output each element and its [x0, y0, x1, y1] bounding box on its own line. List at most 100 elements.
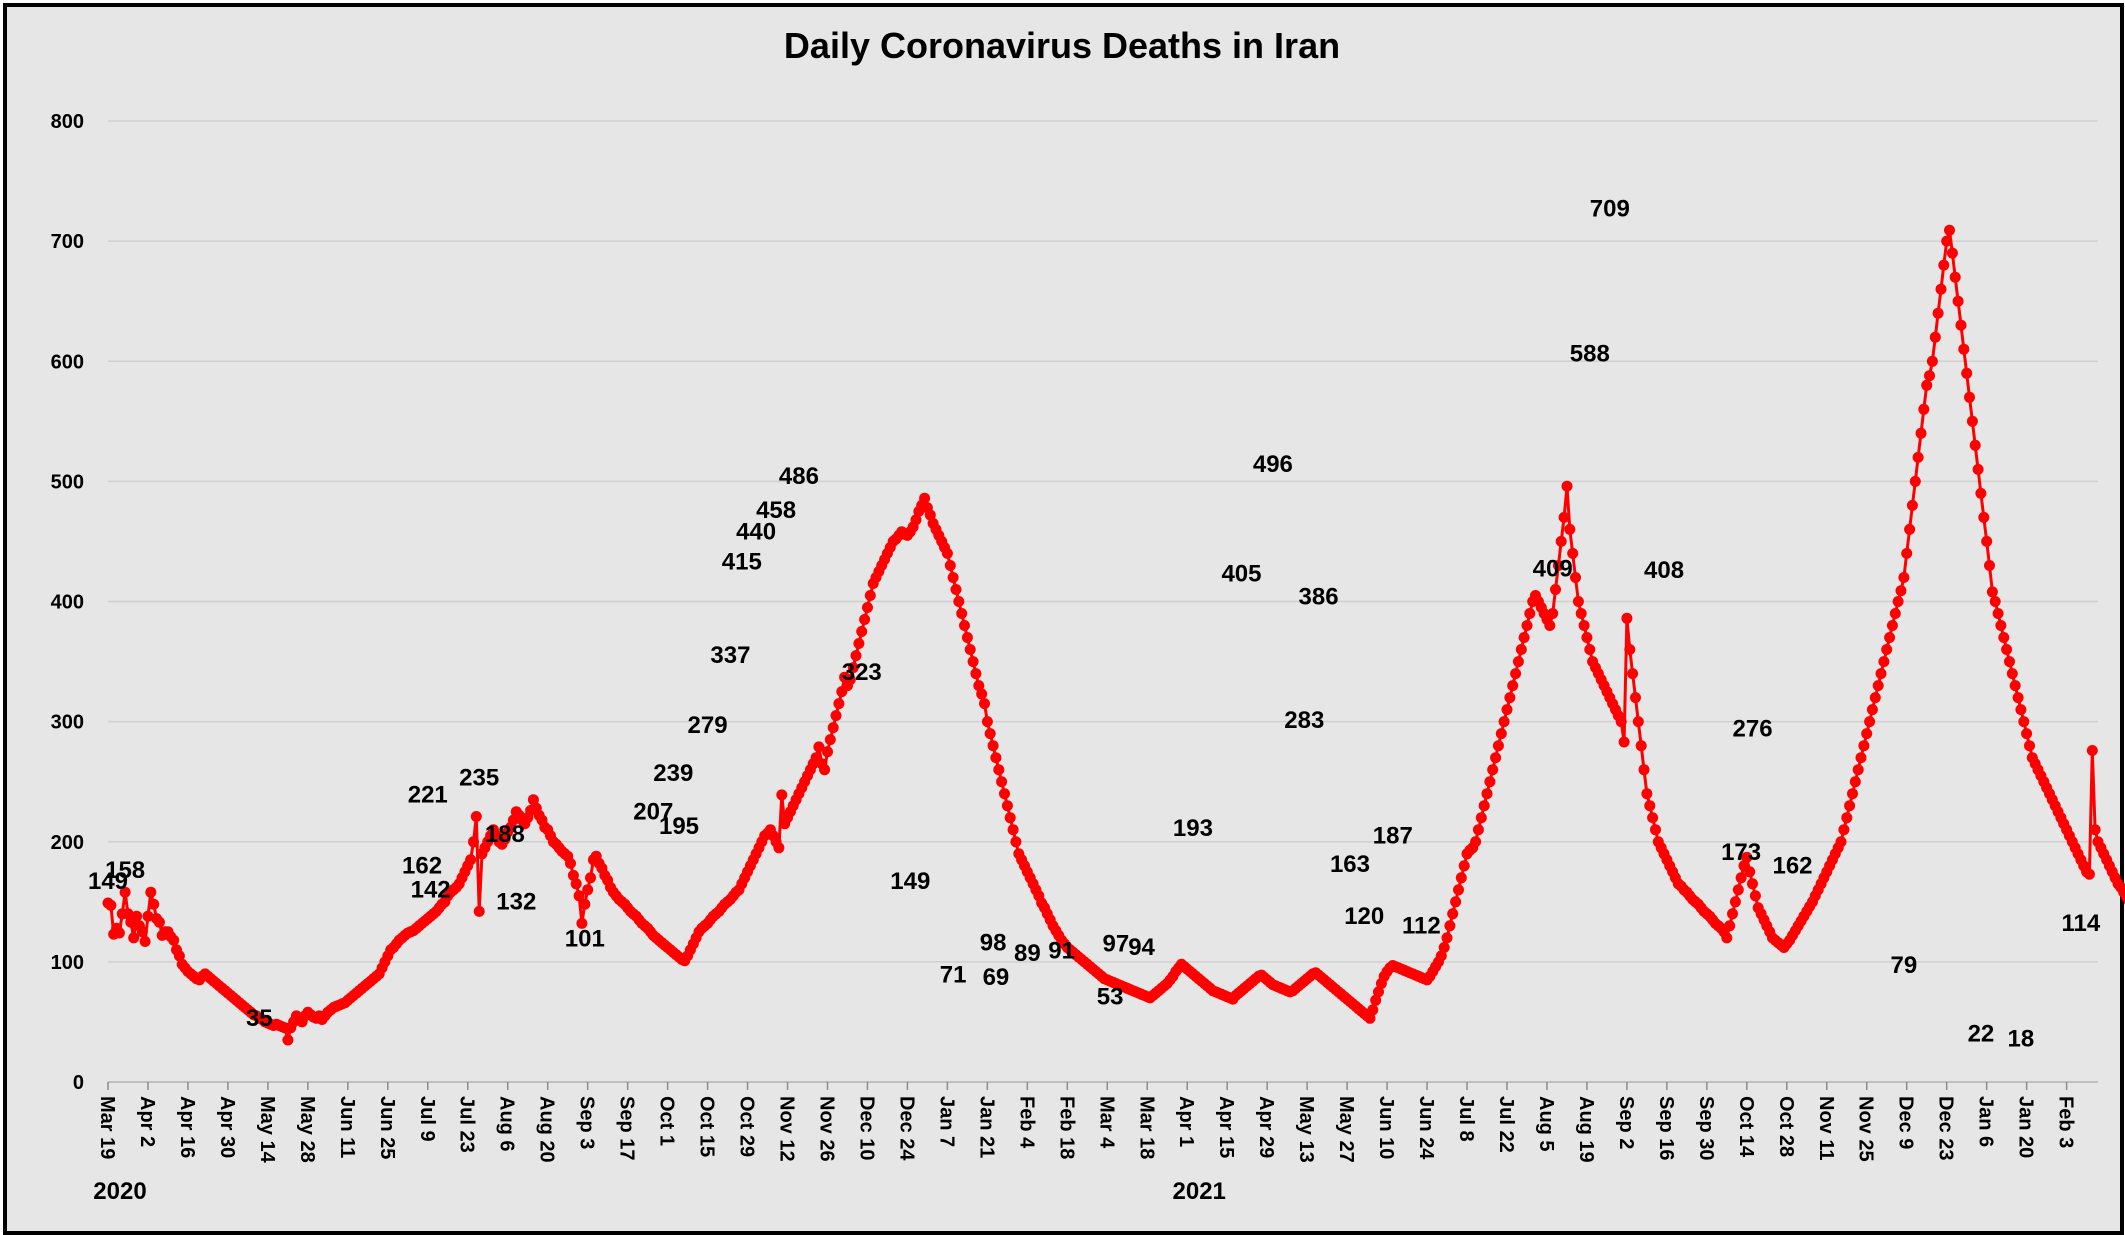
- x-tick-label: Nov 12: [776, 1096, 798, 1162]
- data-point: [1749, 890, 1761, 902]
- data-point: [1732, 884, 1744, 896]
- x-tick-label: May 13: [1295, 1096, 1317, 1163]
- data-label: 415: [722, 548, 762, 575]
- x-tick-label: Sep 17: [616, 1096, 638, 1160]
- data-label: 71: [940, 962, 967, 989]
- data-point: [1935, 283, 1947, 295]
- data-label: 132: [496, 888, 536, 915]
- data-label: 91: [1048, 938, 1075, 965]
- data-point: [1849, 776, 1861, 788]
- data-point: [1567, 547, 1579, 559]
- y-tick-label: 400: [51, 592, 84, 614]
- data-point: [1621, 612, 1633, 624]
- x-tick-label: Apr 30: [216, 1096, 238, 1158]
- data-label: 18: [2008, 1025, 2035, 1052]
- data-point: [1969, 439, 1981, 451]
- data-point: [1507, 680, 1519, 692]
- data-point: [573, 890, 585, 902]
- x-tick-label: Apr 29: [1255, 1096, 1277, 1158]
- data-point: [105, 899, 117, 911]
- data-point: [1555, 535, 1567, 547]
- data-point: [979, 698, 990, 710]
- data-point: [2004, 656, 2015, 668]
- data-point: [1550, 584, 1561, 595]
- x-tick-label: Jun 11: [336, 1096, 358, 1158]
- data-point: [468, 836, 479, 848]
- data-point: [585, 872, 596, 884]
- data-point: [953, 596, 965, 607]
- data-label: 22: [1968, 1021, 1995, 1048]
- data-point: [956, 608, 968, 619]
- data-point: [1635, 740, 1647, 752]
- x-tick-label: May 28: [296, 1096, 318, 1163]
- data-point: [924, 509, 936, 521]
- data-point: [833, 698, 845, 710]
- year-label: 2021: [1173, 1178, 1226, 1205]
- data-point: [2018, 716, 2030, 728]
- data-label: 163: [1330, 851, 1370, 878]
- data-label: 458: [756, 497, 796, 524]
- data-point: [1447, 908, 1459, 920]
- data-point: [1470, 836, 1482, 848]
- data-label: 409: [1533, 556, 1573, 583]
- data-label: 187: [1373, 822, 1413, 849]
- data-point: [773, 842, 785, 854]
- data-point: [1912, 451, 1924, 463]
- x-tick-label: Sep 2: [1615, 1096, 1637, 1149]
- data-point: [1510, 668, 1522, 680]
- data-point: [1961, 367, 1973, 379]
- x-tick-label: Sep 3: [576, 1096, 598, 1149]
- data-point: [1741, 851, 1753, 863]
- data-label: 69: [983, 964, 1010, 991]
- data-point: [1484, 776, 1496, 788]
- data-point: [1581, 632, 1593, 643]
- data-point: [2086, 745, 2098, 756]
- data-point: [1884, 632, 1896, 643]
- data-point: [153, 916, 165, 928]
- data-label: 193: [1173, 815, 1213, 842]
- gridlines: [108, 120, 2098, 1083]
- data-point: [1932, 307, 1944, 319]
- data-point: [1926, 355, 1938, 367]
- x-tick-label: Nov 11: [1815, 1096, 1837, 1160]
- data-point: [1929, 331, 1941, 343]
- data-point: [1852, 764, 1864, 776]
- data-point: [1524, 608, 1536, 619]
- data-point: [1504, 692, 1516, 704]
- data-label: 35: [246, 1005, 273, 1032]
- data-point: [1630, 692, 1641, 704]
- x-tick-label: May 14: [256, 1096, 278, 1164]
- data-point: [2001, 644, 2013, 655]
- data-point: [1492, 740, 1504, 752]
- data-label: 279: [688, 712, 728, 739]
- data-point: [1501, 704, 1513, 716]
- data-label: 112: [1402, 912, 1441, 939]
- x-tick-label: Feb 18: [1055, 1096, 1077, 1159]
- data-point: [142, 910, 154, 922]
- x-tick-label: Jul 23: [456, 1096, 478, 1153]
- data-point: [1878, 656, 1890, 668]
- data-point: [959, 620, 970, 631]
- year-labels: 2020 2021: [93, 1178, 1226, 1205]
- data-point: [999, 788, 1010, 800]
- data-point: [1998, 632, 2010, 643]
- data-point: [990, 752, 1002, 764]
- data-point: [1544, 620, 1556, 631]
- data-point: [1367, 1004, 1379, 1016]
- x-tick-label: Aug 6: [496, 1096, 518, 1152]
- data-point: [813, 741, 825, 753]
- data-point: [148, 898, 160, 910]
- x-tick-label: Jan 21: [975, 1096, 997, 1158]
- data-point: [582, 884, 594, 896]
- data-label: 114: [2062, 910, 2101, 937]
- data-point: [1955, 319, 1967, 331]
- data-point: [1841, 812, 1853, 824]
- data-point: [1901, 547, 1913, 559]
- data-label: 405: [1221, 560, 1261, 587]
- data-point: [1478, 800, 1490, 812]
- data-point: [1906, 499, 1918, 511]
- data-point: [2015, 704, 2027, 716]
- chart-title: Daily Coronavirus Deaths in Iran: [784, 25, 1340, 66]
- data-point: [1441, 932, 1453, 944]
- data-point: [1847, 788, 1858, 800]
